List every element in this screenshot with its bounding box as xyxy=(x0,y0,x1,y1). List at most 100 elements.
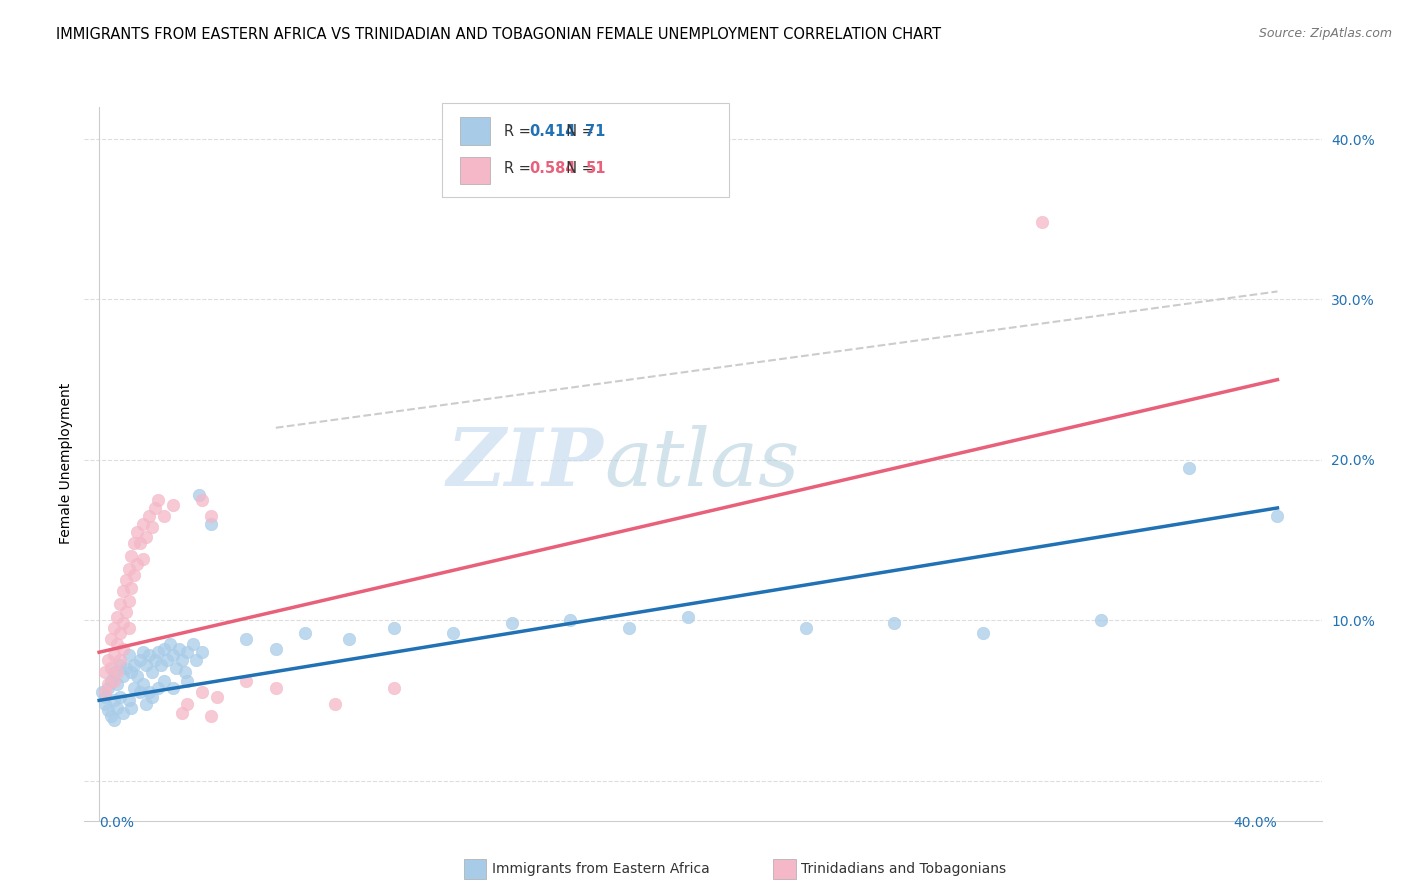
Point xyxy=(111,642,134,657)
Point xyxy=(121,549,143,563)
Point xyxy=(108,690,131,705)
Point xyxy=(129,653,152,667)
Point xyxy=(141,520,163,534)
Point xyxy=(183,637,205,651)
Point xyxy=(1031,215,1053,229)
Text: N =: N = xyxy=(557,123,599,138)
Text: 0.584: 0.584 xyxy=(530,161,576,177)
Point xyxy=(129,685,152,699)
Point xyxy=(141,690,163,705)
Point xyxy=(191,685,214,699)
Text: ZIP: ZIP xyxy=(447,425,605,502)
Point xyxy=(135,697,157,711)
Point xyxy=(205,690,228,705)
Point xyxy=(159,637,181,651)
Point xyxy=(117,562,139,576)
Point xyxy=(100,632,122,647)
Point xyxy=(162,648,184,663)
Text: 71: 71 xyxy=(585,123,606,138)
Point xyxy=(235,674,257,689)
Point xyxy=(146,645,169,659)
Point xyxy=(94,685,117,699)
Point xyxy=(121,581,143,595)
Point xyxy=(200,516,222,531)
Point xyxy=(382,621,405,635)
Point xyxy=(97,677,120,691)
Text: 40.0%: 40.0% xyxy=(1233,816,1278,830)
Point xyxy=(103,713,125,727)
Point xyxy=(124,536,146,550)
Point xyxy=(132,552,155,566)
Text: atlas: atlas xyxy=(605,425,800,502)
Point xyxy=(111,669,134,683)
Point xyxy=(117,594,139,608)
Text: 51: 51 xyxy=(585,161,606,177)
Point xyxy=(294,626,316,640)
Point xyxy=(103,693,125,707)
Point xyxy=(108,653,131,667)
Point xyxy=(111,584,134,599)
Point xyxy=(135,658,157,673)
Point xyxy=(121,701,143,715)
Point xyxy=(91,685,114,699)
Text: 0.414: 0.414 xyxy=(530,123,576,138)
Point xyxy=(94,665,117,679)
Point xyxy=(132,516,155,531)
Point xyxy=(103,648,125,663)
Point xyxy=(129,536,152,550)
Point xyxy=(191,645,214,659)
Point xyxy=(103,665,125,679)
Point xyxy=(339,632,361,647)
Point xyxy=(441,626,464,640)
Point xyxy=(560,613,582,627)
Point xyxy=(382,681,405,695)
Point xyxy=(167,642,190,657)
Point xyxy=(794,621,817,635)
Point xyxy=(153,674,176,689)
Point xyxy=(143,500,166,515)
Point xyxy=(94,690,117,705)
Point xyxy=(135,530,157,544)
Point xyxy=(149,658,172,673)
Point xyxy=(323,697,346,711)
Y-axis label: Female Unemployment: Female Unemployment xyxy=(59,384,73,544)
Point xyxy=(117,693,139,707)
Point xyxy=(100,674,122,689)
Point xyxy=(176,645,198,659)
Text: Immigrants from Eastern Africa: Immigrants from Eastern Africa xyxy=(492,862,710,876)
Point xyxy=(173,665,195,679)
Point xyxy=(264,681,287,695)
Point xyxy=(121,665,143,679)
Point xyxy=(111,616,134,631)
Point xyxy=(153,642,176,657)
Point xyxy=(200,508,222,523)
Point xyxy=(117,621,139,635)
Point xyxy=(1178,460,1201,475)
Point xyxy=(105,610,128,624)
Point xyxy=(141,665,163,679)
Point xyxy=(264,642,287,657)
Point xyxy=(103,621,125,635)
Point xyxy=(619,621,641,635)
Point xyxy=(1090,613,1112,627)
Point xyxy=(235,632,257,647)
Point xyxy=(108,626,131,640)
Point xyxy=(127,669,149,683)
Point xyxy=(117,648,139,663)
Point xyxy=(114,573,136,587)
Point xyxy=(108,597,131,611)
Point xyxy=(146,681,169,695)
Point xyxy=(143,653,166,667)
Point xyxy=(186,653,208,667)
Text: Trinidadians and Tobagonians: Trinidadians and Tobagonians xyxy=(801,862,1007,876)
Text: Source: ZipAtlas.com: Source: ZipAtlas.com xyxy=(1258,27,1392,40)
Text: N =: N = xyxy=(557,161,599,177)
Point xyxy=(156,653,179,667)
Point xyxy=(124,681,146,695)
Point xyxy=(105,637,128,651)
Point xyxy=(170,706,193,721)
Point xyxy=(1267,508,1289,523)
Point xyxy=(132,645,155,659)
Point xyxy=(162,498,184,512)
Point xyxy=(165,661,187,675)
